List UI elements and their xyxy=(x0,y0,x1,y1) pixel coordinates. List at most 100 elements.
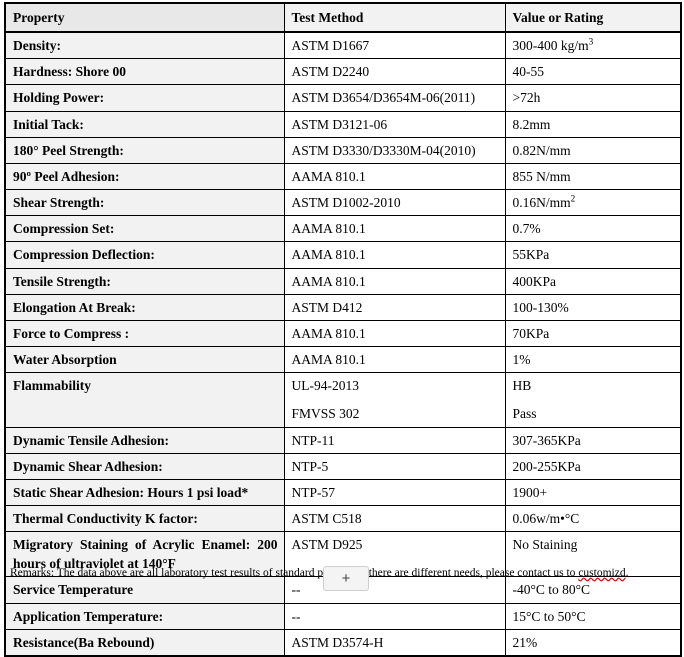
value-cell: 0.82N/mm xyxy=(504,136,682,164)
value-cell: 300-400 kg/m3 xyxy=(504,31,682,60)
test-method-cell: UL-94-2013 FMVSS 302 xyxy=(283,372,506,428)
property-cell: Flammability xyxy=(4,372,285,428)
value-cell: 0.16N/mm2 xyxy=(504,189,682,217)
test-method-cell: AAMA 810.1 xyxy=(283,241,506,269)
value-cell: 55KPa xyxy=(504,241,682,269)
test-method-cell: NTP-5 xyxy=(283,452,506,480)
property-cell: Elongation At Break: xyxy=(4,293,285,321)
remarks-prefix: Remarks: The data above are all laborato… xyxy=(10,567,305,579)
column-header-test-method: Test Method xyxy=(283,2,506,34)
value-cell: >72h xyxy=(504,84,682,112)
property-cell: 90º Peel Adhesion: xyxy=(4,162,285,191)
add-plus-button[interactable]: + xyxy=(323,566,369,591)
property-cell: Tensile Strength: xyxy=(4,267,285,295)
table-row-flammability: Flammability UL-94-2013 FMVSS 302 HB Pas… xyxy=(4,372,682,428)
test-method-cell: AAMA 810.1 xyxy=(283,162,506,191)
value-cell: 855 N/mm xyxy=(504,162,682,191)
value-cell: 40-55 xyxy=(504,58,682,86)
value-cell: 100-130% xyxy=(504,293,682,321)
property-cell: Resistance(Ba Rebound) xyxy=(4,628,285,657)
value-cell: 8.2mm xyxy=(504,110,682,138)
plus-icon: + xyxy=(341,570,351,587)
column-header-value-or-rating: Value or Rating xyxy=(504,2,682,34)
table-header-row: Property Test Method Value or Rating xyxy=(4,2,682,34)
table-row: Compression Set: AAMA 810.1 0.7% xyxy=(4,215,682,243)
test-method-cell: NTP-11 xyxy=(283,426,506,454)
column-header-property: Property xyxy=(4,2,285,34)
value-cell: No Staining xyxy=(504,531,682,578)
value-cell: HB Pass xyxy=(504,372,682,428)
table-row: Dynamic Tensile Adhesion: NTP-11 307-365… xyxy=(4,426,682,454)
table-row: Water Absorption AAMA 810.1 1% xyxy=(4,346,682,374)
test-method-cell: NTP-57 xyxy=(283,478,506,506)
value-cell: 0.06w/m•°C xyxy=(504,504,682,533)
remarks-middle: ct. If there are different needs, please… xyxy=(344,567,579,579)
value-cell: 1% xyxy=(504,346,682,374)
table-row-migratory-staining: Migratory Staining of Acrylic Enamel: 20… xyxy=(4,531,682,578)
remarks-suffix: . xyxy=(625,567,629,579)
property-cell: Shear Strength: xyxy=(4,189,285,217)
value-line-1: HB xyxy=(512,378,532,394)
specification-table: Property Test Method Value or Rating Den… xyxy=(4,2,682,657)
table-row: Density: ASTM D1667 300-400 kg/m3 xyxy=(4,31,682,60)
test-method-cell: ASTM C518 xyxy=(283,504,506,533)
property-cell: Hardness: Shore 00 xyxy=(4,58,285,86)
table-row: Static Shear Adhesion: Hours 1 psi load*… xyxy=(4,478,682,506)
test-method-cell: ASTM D2240 xyxy=(283,58,506,86)
test-method-cell: -- xyxy=(283,602,506,630)
property-cell: Migratory Staining of Acrylic Enamel: 20… xyxy=(4,531,285,578)
value-cell: 307-365KPa xyxy=(504,426,682,454)
test-method-line-2: FMVSS 302 xyxy=(291,406,360,422)
property-cell: Water Absorption xyxy=(4,346,285,374)
property-cell: Application Temperature: xyxy=(4,602,285,630)
table-row: Force to Compress : AAMA 810.1 70KPa xyxy=(4,319,682,348)
property-cell: Force to Compress : xyxy=(4,319,285,348)
property-cell: Dynamic Shear Adhesion: xyxy=(4,452,285,480)
value-cell: 21% xyxy=(504,628,682,657)
test-method-cell: ASTM D3121-06 xyxy=(283,110,506,138)
property-line-1: Migratory Staining of Acrylic Enamel: 20… xyxy=(13,537,278,553)
table-row: Application Temperature: -- 15°C to 50°C xyxy=(4,602,682,630)
test-method-cell: ASTM D1002-2010 xyxy=(283,189,506,217)
table-row: Thermal Conductivity K factor: ASTM C518… xyxy=(4,504,682,533)
table-row: 180° Peel Strength: ASTM D3330/D3330M-04… xyxy=(4,136,682,164)
value-cell: 70KPa xyxy=(504,319,682,348)
test-method-cell: ASTM D3574-H xyxy=(283,628,506,657)
test-method-cell: ASTM D412 xyxy=(283,293,506,321)
property-line-2: hours of ultraviolet at 140°F xyxy=(13,556,176,572)
property-cell: Initial Tack: xyxy=(4,110,285,138)
value-cell: 400KPa xyxy=(504,267,682,295)
value-line-2: Pass xyxy=(512,406,537,422)
property-cell: Static Shear Adhesion: Hours 1 psi load* xyxy=(4,478,285,506)
test-method-cell: ASTM D1667 xyxy=(283,31,506,60)
test-method-cell: ASTM D3654/D3654M-06(2011) xyxy=(283,84,506,112)
table-row: Compression Deflection: AAMA 810.1 55KPa xyxy=(4,241,682,269)
property-cell: Holding Power: xyxy=(4,84,285,112)
test-method-cell: AAMA 810.1 xyxy=(283,267,506,295)
table-row: 90º Peel Adhesion: AAMA 810.1 855 N/mm xyxy=(4,162,682,191)
property-cell: Density: xyxy=(4,31,285,60)
property-cell: 180° Peel Strength: xyxy=(4,136,285,164)
remarks-misspelled-word: customizd xyxy=(578,567,626,579)
table-row: Hardness: Shore 00 ASTM D2240 40-55 xyxy=(4,58,682,86)
test-method-cell: AAMA 810.1 xyxy=(283,319,506,348)
test-method-cell: ASTM D925 xyxy=(283,531,506,578)
property-cell: Dynamic Tensile Adhesion: xyxy=(4,426,285,454)
table-row: Initial Tack: ASTM D3121-06 8.2mm xyxy=(4,110,682,138)
property-cell: Thermal Conductivity K factor: xyxy=(4,504,285,533)
table-row: Resistance(Ba Rebound) ASTM D3574-H 21% xyxy=(4,628,682,657)
property-cell: Compression Deflection: xyxy=(4,241,285,269)
table-row: Elongation At Break: ASTM D412 100-130% xyxy=(4,293,682,321)
test-method-cell: AAMA 810.1 xyxy=(283,346,506,374)
test-method-line-1: UL-94-2013 xyxy=(291,378,360,394)
specification-sheet: Property Test Method Value or Rating Den… xyxy=(4,2,682,657)
table-row: Shear Strength: ASTM D1002-2010 0.16N/mm… xyxy=(4,189,682,217)
test-method-cell: ASTM D3330/D3330M-04(2010) xyxy=(283,136,506,164)
test-method-cell: AAMA 810.1 xyxy=(283,215,506,243)
table-row: Holding Power: ASTM D3654/D3654M-06(2011… xyxy=(4,84,682,112)
table-row: Tensile Strength: AAMA 810.1 400KPa xyxy=(4,267,682,295)
table-row: Dynamic Shear Adhesion: NTP-5 200-255KPa xyxy=(4,452,682,480)
value-cell: 1900+ xyxy=(504,478,682,506)
value-cell: 15°C to 50°C xyxy=(504,602,682,630)
value-cell: 0.7% xyxy=(504,215,682,243)
